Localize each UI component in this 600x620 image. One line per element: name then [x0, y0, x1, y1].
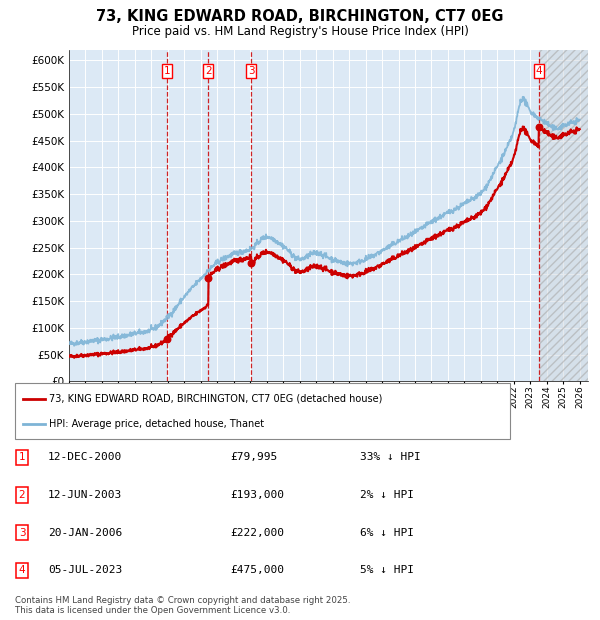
Text: 1: 1	[164, 66, 170, 76]
Bar	[539, 50, 588, 381]
Text: 12-JUN-2003: 12-JUN-2003	[48, 490, 122, 500]
Text: 05-JUL-2023: 05-JUL-2023	[48, 565, 122, 575]
Point	[246, 257, 256, 267]
Text: 2% ↓ HPI: 2% ↓ HPI	[360, 490, 414, 500]
Text: 1: 1	[19, 453, 25, 463]
Text: 73, KING EDWARD ROAD, BIRCHINGTON, CT7 0EG: 73, KING EDWARD ROAD, BIRCHINGTON, CT7 0…	[96, 9, 504, 24]
Point	[203, 273, 213, 283]
Text: £193,000: £193,000	[230, 490, 284, 500]
Text: 2: 2	[205, 66, 212, 76]
Text: 73, KING EDWARD ROAD, BIRCHINGTON, CT7 0EG (detached house): 73, KING EDWARD ROAD, BIRCHINGTON, CT7 0…	[49, 394, 382, 404]
Text: £222,000: £222,000	[230, 528, 284, 538]
Text: 3: 3	[19, 528, 25, 538]
Point	[534, 122, 544, 132]
Text: 2: 2	[19, 490, 25, 500]
Text: 33% ↓ HPI: 33% ↓ HPI	[360, 453, 421, 463]
Text: Contains HM Land Registry data © Crown copyright and database right 2025.
This d: Contains HM Land Registry data © Crown c…	[15, 596, 350, 615]
Text: 12-DEC-2000: 12-DEC-2000	[48, 453, 122, 463]
Point	[162, 334, 172, 343]
Text: £475,000: £475,000	[230, 565, 284, 575]
Text: 4: 4	[535, 66, 542, 76]
Text: 3: 3	[248, 66, 254, 76]
Text: 20-JAN-2006: 20-JAN-2006	[48, 528, 122, 538]
Text: 5% ↓ HPI: 5% ↓ HPI	[360, 565, 414, 575]
Text: £79,995: £79,995	[230, 453, 277, 463]
Bar	[539, 50, 588, 381]
Text: 6% ↓ HPI: 6% ↓ HPI	[360, 528, 414, 538]
Text: 4: 4	[19, 565, 25, 575]
Text: Price paid vs. HM Land Registry's House Price Index (HPI): Price paid vs. HM Land Registry's House …	[131, 25, 469, 38]
FancyBboxPatch shape	[15, 383, 510, 440]
Text: HPI: Average price, detached house, Thanet: HPI: Average price, detached house, Than…	[49, 418, 264, 428]
